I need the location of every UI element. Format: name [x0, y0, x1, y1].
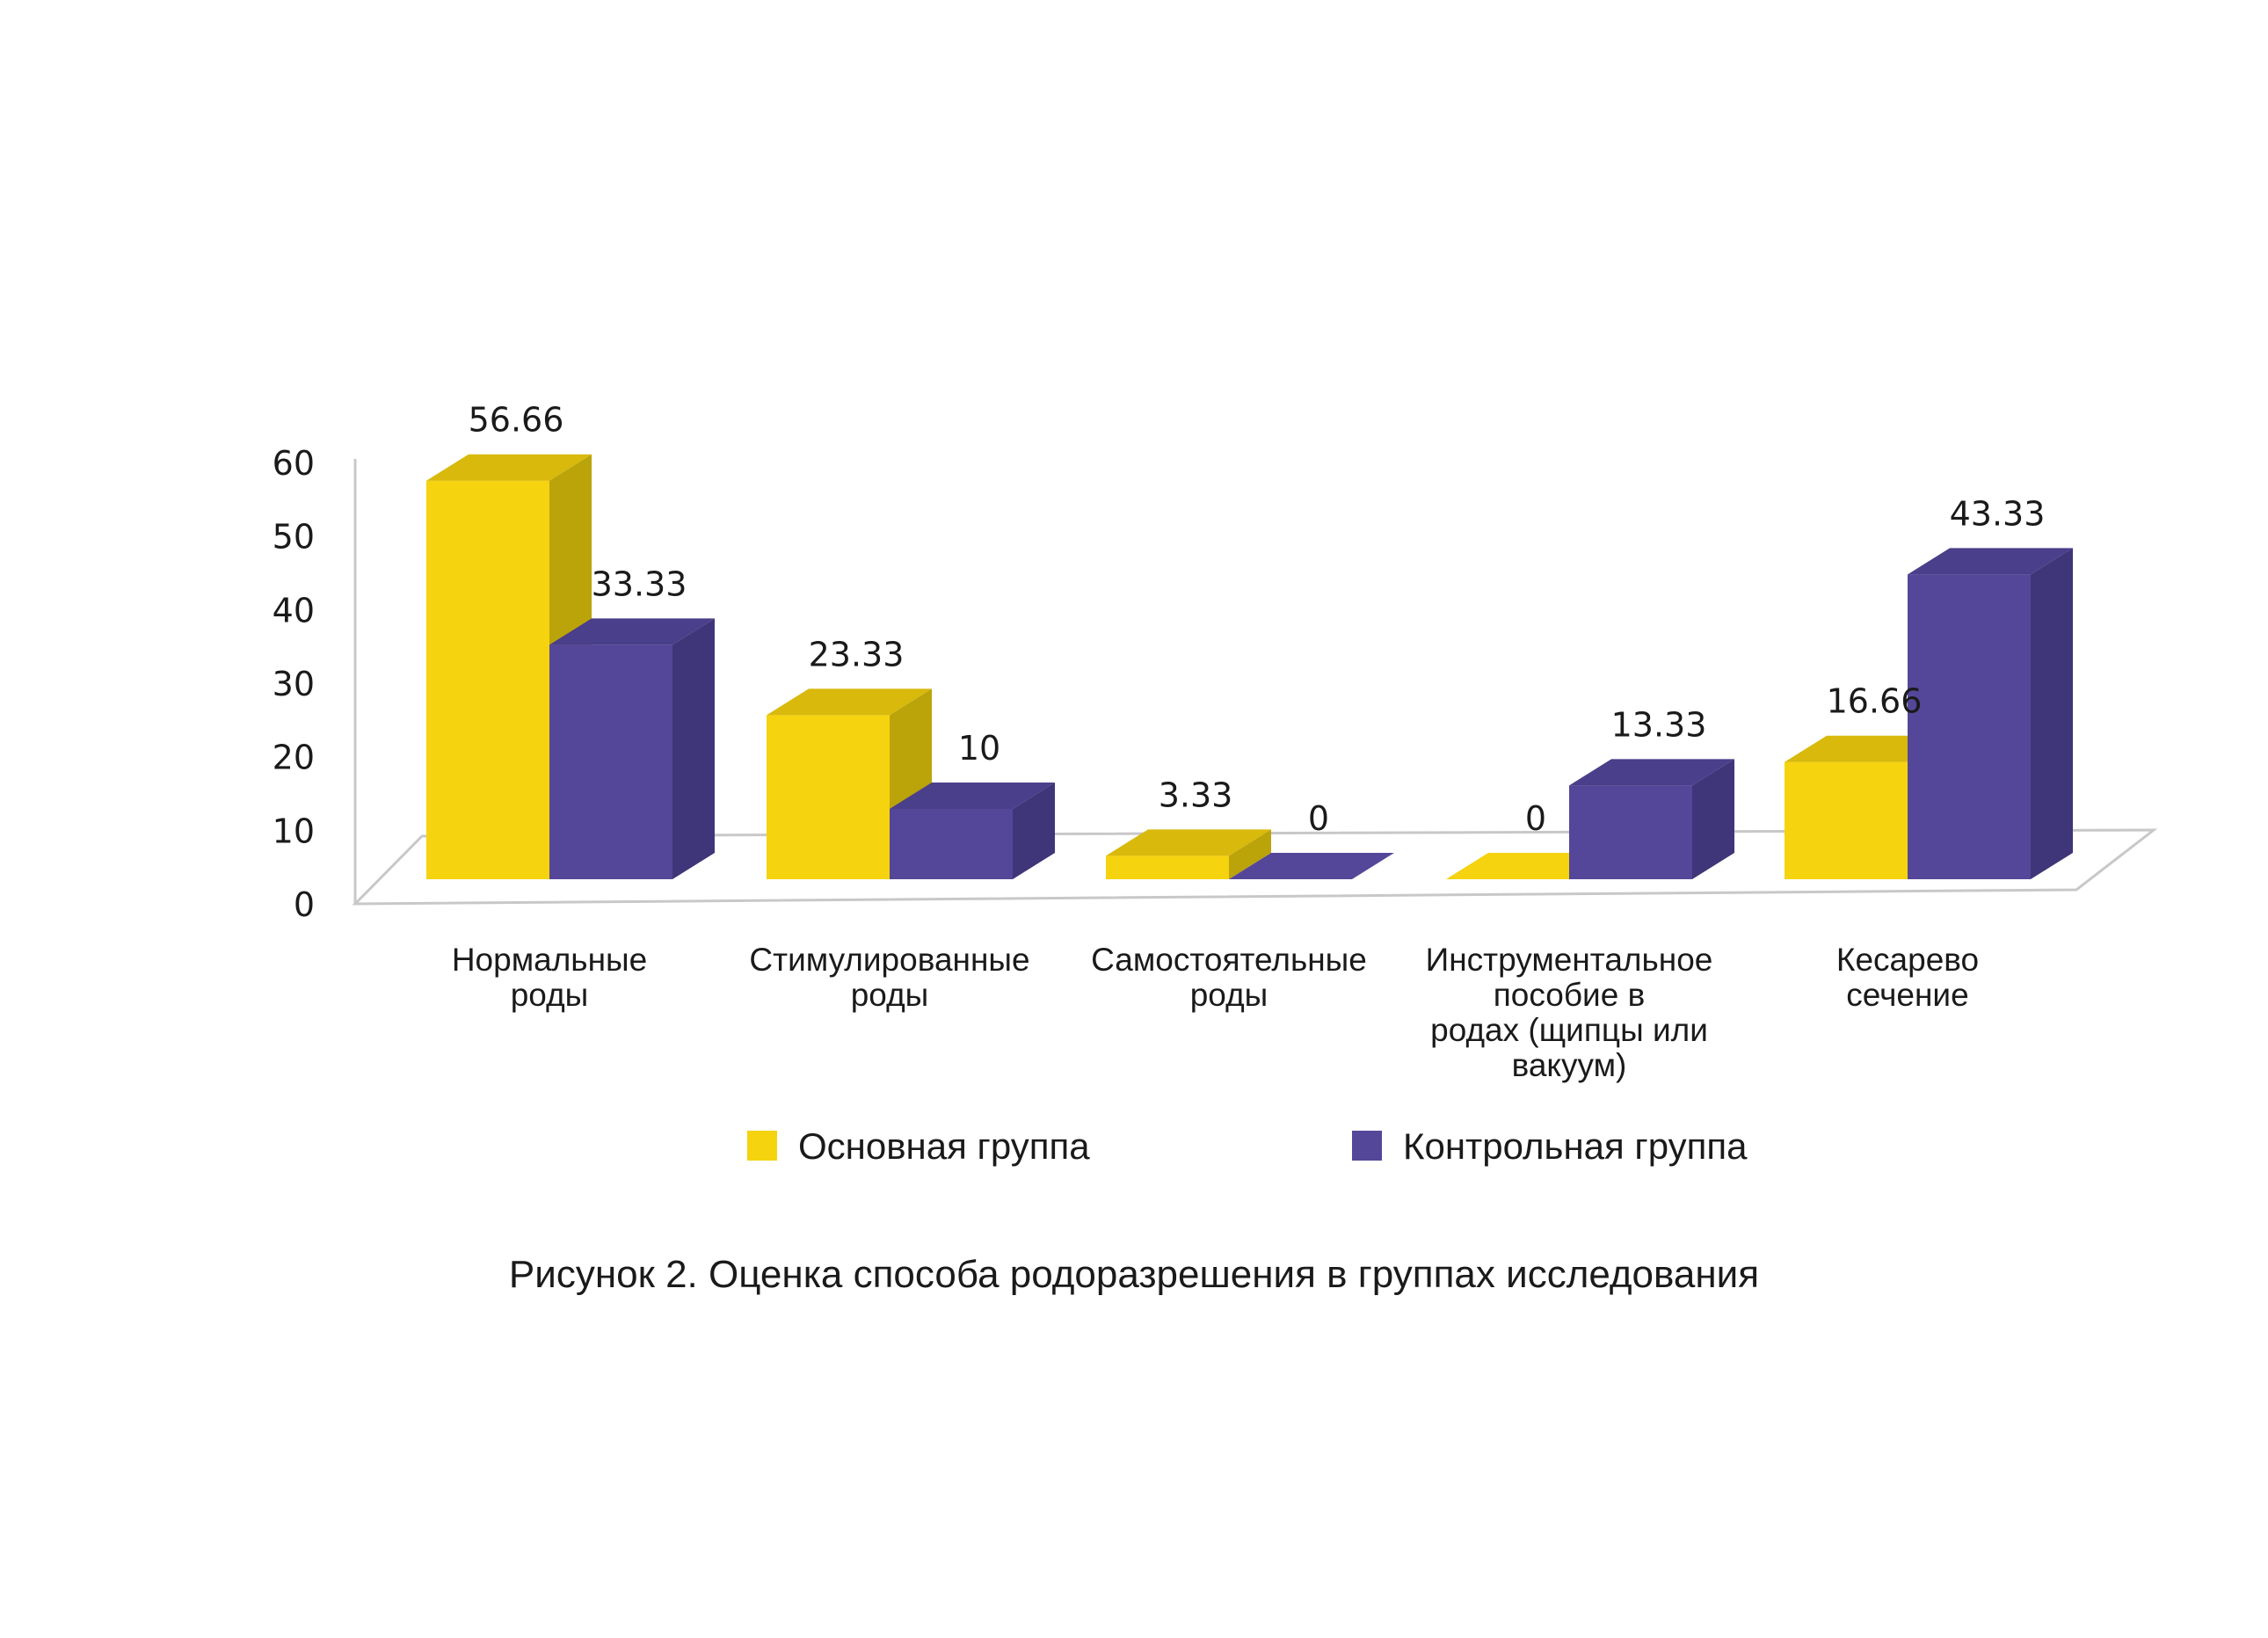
x-category-label: Самостоятельные роды: [1091, 942, 1367, 1013]
bar: [890, 783, 1055, 879]
data-label: 43.33: [1950, 494, 2046, 533]
bar-top-face: [890, 783, 1055, 809]
bar-front-face: [1106, 855, 1229, 879]
x-category-label: Кесарево сечение: [1836, 942, 1979, 1013]
x-category-label: Стимулированные роды: [749, 942, 1029, 1013]
bar-top-face: [1229, 853, 1394, 879]
bar-side-face: [1013, 783, 1055, 879]
x-category-label: Нормальные роды: [452, 942, 647, 1013]
x-category-label: Инструментальное пособие в родах (щипцы ил…: [1426, 942, 1713, 1083]
legend-swatch: [1352, 1131, 1382, 1161]
data-label: 3.33: [1159, 775, 1233, 814]
bar: [1106, 829, 1271, 879]
data-label: 23.33: [809, 635, 905, 673]
figure-caption: Рисунок 2. Оценка способа родоразрешения…: [508, 1253, 1760, 1296]
bar-top-face: [1569, 759, 1734, 786]
legend-label: Основная группа: [798, 1125, 1090, 1167]
y-tick-label: 20: [273, 739, 315, 777]
y-tick-label: 60: [273, 444, 315, 483]
bar-top-face: [426, 454, 592, 481]
bar-front-face: [767, 715, 890, 879]
legend-swatch: [747, 1131, 777, 1161]
bar-front-face: [549, 644, 672, 879]
bar-top-face: [1908, 548, 2073, 575]
bar-side-face: [2031, 548, 2073, 879]
bar: [549, 618, 715, 879]
y-tick-label: 30: [273, 665, 315, 703]
bar: [1908, 548, 2073, 879]
bar-top-face: [1106, 829, 1271, 856]
bar-front-face: [1569, 785, 1692, 879]
y-tick-label: 40: [273, 591, 315, 630]
y-tick-label: 0: [294, 885, 315, 924]
bar-front-face: [1785, 761, 1908, 879]
y-tick-label: 50: [273, 518, 315, 557]
bar-top-face: [767, 688, 932, 716]
bar-front-face: [1908, 574, 2031, 879]
data-label: 10: [958, 729, 1000, 768]
legend-item: Основная группа: [747, 1125, 1090, 1167]
bar-front-face: [890, 809, 1013, 879]
chart-floor: [352, 828, 2158, 906]
y-tick-label: 10: [273, 812, 315, 850]
bar: [1229, 853, 1394, 879]
bar-side-face: [1692, 759, 1734, 879]
legend-item: Контрольная группа: [1352, 1125, 1748, 1167]
data-label: 33.33: [592, 564, 687, 603]
bar: [1569, 759, 1734, 879]
bar-side-face: [1229, 829, 1271, 879]
data-label: 16.66: [1827, 682, 1923, 721]
data-label: 0: [1525, 799, 1546, 838]
data-label: 0: [1308, 799, 1329, 838]
data-label: 56.66: [469, 401, 564, 440]
bar-front-face: [426, 480, 549, 879]
bar-side-face: [672, 618, 715, 879]
bar-top-face: [549, 618, 715, 645]
data-label: 13.33: [1611, 705, 1707, 744]
legend-label: Контрольная группа: [1403, 1125, 1748, 1167]
